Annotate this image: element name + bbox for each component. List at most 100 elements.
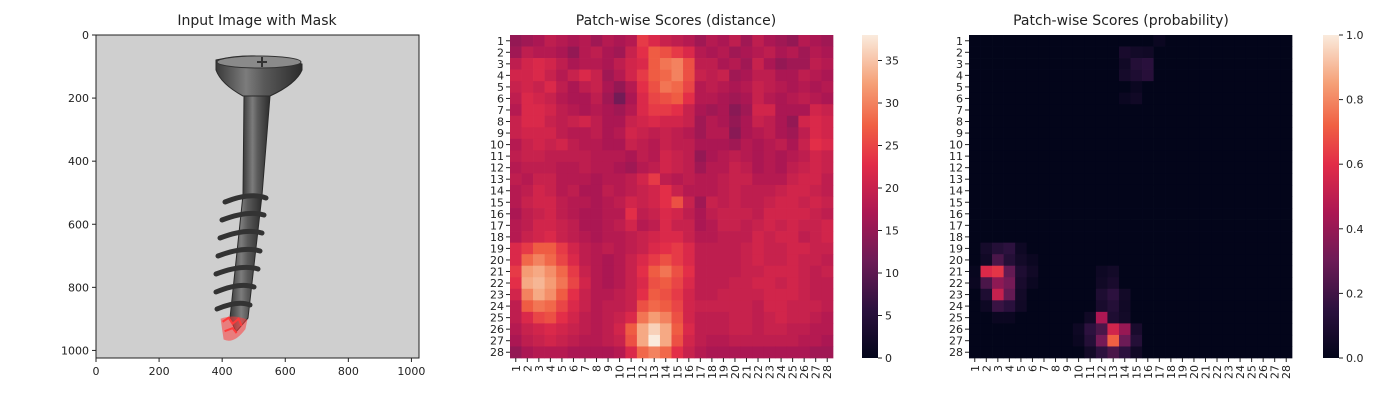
heatmap-cell — [775, 92, 788, 105]
heatmap-cell — [1130, 92, 1143, 105]
heatmap-cell — [533, 219, 545, 232]
heatmap-ytick-label: 8 — [497, 116, 504, 129]
heatmap-cell — [544, 161, 557, 174]
heatmap-cell — [659, 173, 672, 186]
heatmap-cell — [1061, 334, 1074, 347]
colorbar-tick-label: 20 — [885, 182, 899, 195]
heatmap-cell — [567, 81, 580, 94]
heatmap-cell — [821, 173, 834, 186]
heatmap-cell — [1072, 150, 1085, 163]
heatmap-ytick-label: 14 — [490, 185, 504, 198]
heatmap-cell — [706, 150, 718, 163]
heatmap-cell — [1165, 150, 1177, 163]
heatmap-cell — [1211, 138, 1224, 151]
heatmap-cell — [602, 138, 615, 151]
heatmap-cell — [798, 231, 811, 243]
heatmap-cell — [544, 184, 557, 197]
heatmap-ytick-label: 19 — [949, 242, 963, 255]
heatmap-cell — [648, 265, 661, 278]
heatmap-cell — [1015, 254, 1028, 267]
heatmap-cell — [1188, 254, 1201, 267]
heatmap-cell — [1107, 219, 1120, 232]
heatmap-cell — [579, 104, 592, 117]
heatmap-cell — [1268, 115, 1281, 128]
heatmap-cell — [671, 69, 684, 82]
heatmap-cell — [980, 138, 993, 151]
heatmap-cell — [1211, 115, 1224, 128]
heatmap-cell — [1257, 81, 1270, 94]
heatmap-cell — [579, 288, 592, 301]
heatmap-cell — [1118, 58, 1131, 70]
heatmap-cell — [648, 184, 661, 197]
heatmap-cell — [775, 115, 788, 128]
heatmap-cell — [510, 300, 522, 313]
heatmap-cell — [1142, 219, 1154, 232]
heatmap-cell — [1199, 104, 1212, 117]
heatmap-cell — [1072, 184, 1085, 197]
heatmap-cell — [980, 104, 993, 117]
heatmap-cell — [1165, 104, 1177, 117]
heatmap-cell — [1153, 127, 1166, 140]
heatmap-cell — [567, 196, 580, 209]
heatmap-cell — [1211, 208, 1224, 220]
heatmap-cell — [1003, 35, 1016, 47]
heatmap-cell — [1095, 346, 1108, 359]
heatmap-cell — [740, 311, 753, 324]
heatmap-cell — [1222, 288, 1235, 301]
heatmap-ytick-label: 10 — [949, 139, 963, 152]
heatmap-cell — [671, 242, 684, 255]
heatmap-cell — [1165, 184, 1177, 197]
heatmap-cell — [717, 242, 730, 255]
heatmap-cell — [671, 323, 684, 336]
heatmap-cell — [1084, 138, 1097, 151]
heatmap-cell — [1176, 334, 1189, 347]
heatmap-cell — [1015, 231, 1028, 243]
heatmap-cell — [1257, 288, 1270, 301]
image-frame — [95, 34, 420, 359]
heatmap-cell — [752, 242, 765, 255]
heatmap-cell — [1234, 323, 1247, 336]
heatmap-cell — [717, 231, 730, 243]
heatmap-cell — [980, 288, 993, 301]
heatmap-cell — [556, 150, 569, 163]
heatmap-cell — [752, 69, 765, 82]
heatmap-cell — [556, 265, 569, 278]
heatmap-xtick-label: 23 — [764, 365, 777, 379]
heatmap-cell — [1118, 208, 1131, 220]
heatmap-cell — [1107, 173, 1120, 186]
heatmap-cell — [1015, 242, 1028, 255]
heatmap-cell — [1095, 81, 1108, 94]
heatmap-cell — [1268, 334, 1281, 347]
image-xtick-label: 800 — [338, 365, 359, 378]
heatmap-cell — [1118, 115, 1131, 128]
heatmap-cell — [1072, 254, 1085, 267]
heatmap-cell — [763, 35, 776, 47]
heatmap-cell — [1245, 150, 1258, 163]
heatmap-cell — [521, 300, 534, 313]
heatmap-cell — [671, 346, 684, 359]
heatmap-cell — [1095, 219, 1108, 232]
heatmap-cell — [1153, 288, 1166, 301]
heatmap-cell — [1153, 346, 1166, 359]
heatmap-cell — [706, 300, 718, 313]
heatmap-cell — [1268, 254, 1281, 267]
heatmap-cell — [1257, 311, 1270, 324]
heatmap-cell — [590, 115, 603, 128]
heatmap-cell — [544, 127, 557, 140]
heatmap-cell — [659, 346, 672, 359]
heatmap-cell — [567, 69, 580, 82]
heatmap-cell — [1165, 92, 1177, 105]
heatmap-xtick-label: 18 — [706, 365, 719, 379]
heatmap-cell — [1118, 138, 1131, 151]
heatmap-cell — [752, 311, 765, 324]
heatmap-cell — [717, 323, 730, 336]
heatmap-cell — [752, 138, 765, 151]
heatmap-cell — [694, 196, 707, 209]
heatmap-ytick-label: 11 — [490, 150, 504, 163]
heatmap-cell — [763, 208, 776, 220]
heatmap-cell — [1280, 346, 1293, 359]
heatmap-cell — [590, 277, 603, 290]
heatmap-cell — [717, 300, 730, 313]
heatmap-cell — [1038, 138, 1051, 151]
